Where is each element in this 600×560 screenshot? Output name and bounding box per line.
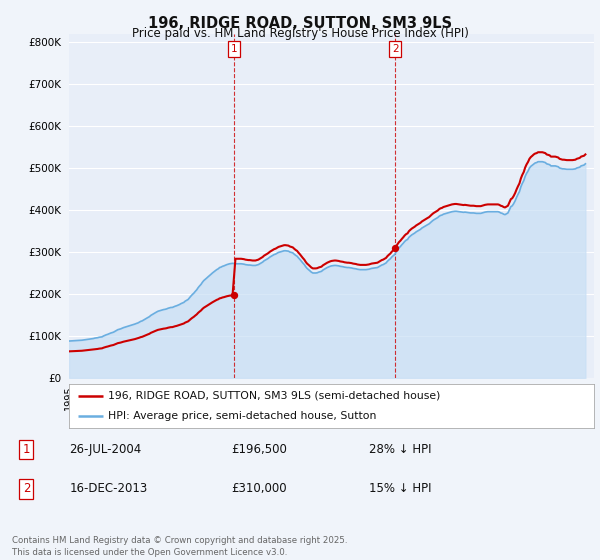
Point bbox=[391, 243, 400, 252]
Text: Price paid vs. HM Land Registry's House Price Index (HPI): Price paid vs. HM Land Registry's House … bbox=[131, 27, 469, 40]
Text: 15% ↓ HPI: 15% ↓ HPI bbox=[369, 482, 431, 496]
Text: 1: 1 bbox=[230, 44, 237, 54]
Text: Contains HM Land Registry data © Crown copyright and database right 2025.
This d: Contains HM Land Registry data © Crown c… bbox=[12, 536, 347, 557]
Text: 1: 1 bbox=[23, 443, 30, 456]
Text: HPI: Average price, semi-detached house, Sutton: HPI: Average price, semi-detached house,… bbox=[109, 411, 377, 421]
Text: 2: 2 bbox=[392, 44, 398, 54]
Text: £310,000: £310,000 bbox=[231, 482, 287, 496]
Text: 2: 2 bbox=[23, 482, 30, 496]
Text: £196,500: £196,500 bbox=[231, 443, 287, 456]
Text: 26-JUL-2004: 26-JUL-2004 bbox=[70, 443, 142, 456]
Text: 16-DEC-2013: 16-DEC-2013 bbox=[70, 482, 148, 496]
Text: 196, RIDGE ROAD, SUTTON, SM3 9LS (semi-detached house): 196, RIDGE ROAD, SUTTON, SM3 9LS (semi-d… bbox=[109, 391, 441, 401]
Point bbox=[229, 291, 239, 300]
Text: 196, RIDGE ROAD, SUTTON, SM3 9LS: 196, RIDGE ROAD, SUTTON, SM3 9LS bbox=[148, 16, 452, 31]
Text: 28% ↓ HPI: 28% ↓ HPI bbox=[369, 443, 431, 456]
